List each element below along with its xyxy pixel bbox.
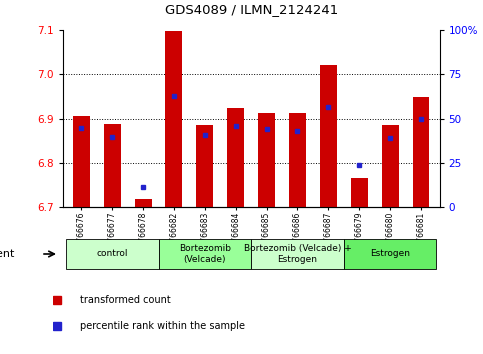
Text: Bortezomib (Velcade) +
Estrogen: Bortezomib (Velcade) + Estrogen [243, 244, 351, 264]
Bar [197, 125, 213, 207]
Text: percentile rank within the sample: percentile rank within the sample [80, 321, 245, 331]
Bar [104, 124, 121, 207]
Bar [227, 108, 244, 207]
Bar [66, 239, 158, 269]
Bar [289, 113, 306, 207]
Bar [135, 199, 152, 207]
Bar [251, 239, 344, 269]
Text: transformed count: transformed count [80, 295, 171, 305]
Text: GDS4089 / ILMN_2124241: GDS4089 / ILMN_2124241 [165, 3, 338, 16]
Bar [166, 31, 183, 207]
Bar [382, 125, 398, 207]
Bar [351, 178, 368, 207]
Text: Bortezomib
(Velcade): Bortezomib (Velcade) [179, 244, 231, 264]
Text: control: control [97, 250, 128, 258]
Text: agent: agent [0, 249, 14, 259]
Bar [258, 113, 275, 207]
Bar [412, 97, 429, 207]
Bar [73, 116, 90, 207]
Bar [320, 65, 337, 207]
Bar [158, 239, 251, 269]
Bar [344, 239, 437, 269]
Text: Estrogen: Estrogen [370, 250, 410, 258]
